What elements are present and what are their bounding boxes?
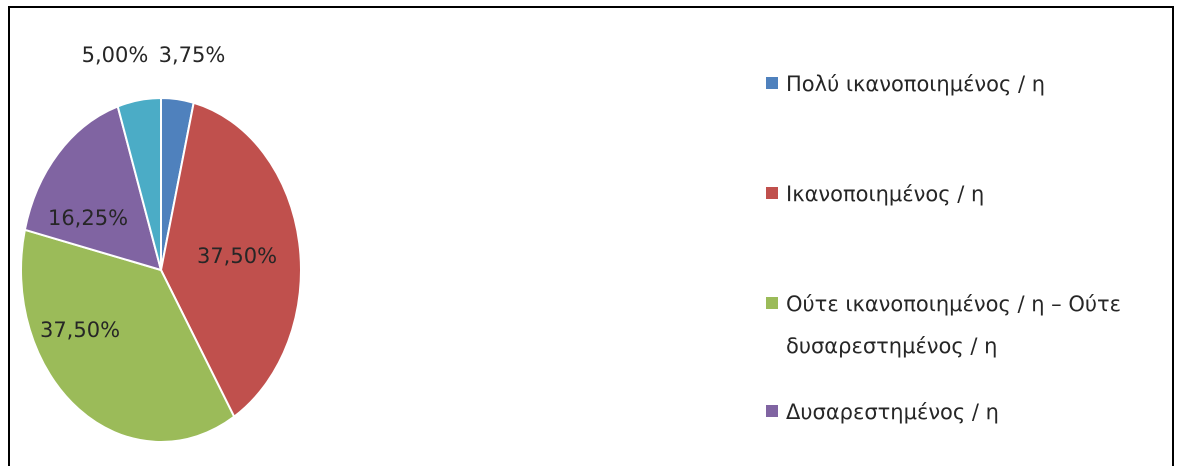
pie-slice-2 xyxy=(20,228,236,443)
legend-swatch-1 xyxy=(766,187,778,199)
slice-label-3: 16,25% xyxy=(48,206,128,230)
legend-label-0: Πολύ ικανοποιημένος / η xyxy=(786,72,1045,96)
chart-frame xyxy=(8,6,1174,466)
legend-swatch-0 xyxy=(766,77,778,89)
legend-swatch-3 xyxy=(766,405,778,417)
legend-swatch-2 xyxy=(766,297,778,309)
slice-label-0: 3,75% xyxy=(159,43,226,67)
slice-label-4: 5,00% xyxy=(82,43,149,67)
slice-labels: 3,75% 37,50% 37,50% 16,25% 5,00% xyxy=(40,43,277,342)
legend: Πολύ ικανοποιημένος / η Ικανοποιημένος / … xyxy=(766,72,1121,424)
pie-slice-4 xyxy=(116,96,162,271)
pie-slice-3 xyxy=(23,105,163,272)
slice-label-1: 37,50% xyxy=(197,244,277,268)
pie-slices xyxy=(20,96,302,443)
legend-label-2: Ούτε ικανοποιημένος / η – Ούτε xyxy=(786,292,1121,316)
legend-label-1: Ικανοποιημένος / η xyxy=(786,182,984,206)
legend-label-2-line-1: δυσαρεστημένος / η xyxy=(786,334,997,358)
slice-label-2: 37,50% xyxy=(40,318,120,342)
legend-label-3: Δυσαρεστημένος / η xyxy=(786,400,999,424)
